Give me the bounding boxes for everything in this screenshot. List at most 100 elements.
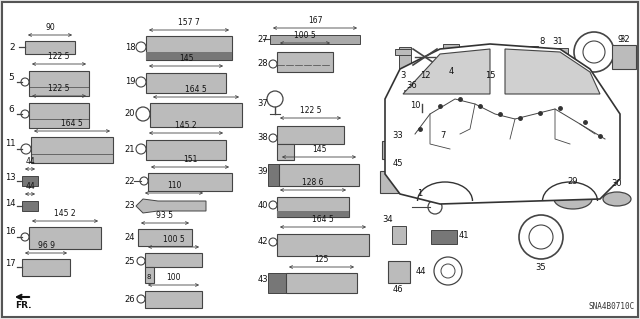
Text: 35: 35 — [536, 263, 547, 271]
Bar — [29, 71, 89, 96]
Bar — [277, 211, 349, 217]
Text: 28: 28 — [258, 60, 268, 69]
Text: 2: 2 — [9, 42, 15, 51]
Polygon shape — [136, 199, 206, 213]
Text: 30: 30 — [612, 179, 622, 188]
Bar — [146, 140, 226, 160]
Text: 41: 41 — [459, 232, 469, 241]
Text: 145 2: 145 2 — [54, 209, 76, 218]
Text: 122 5: 122 5 — [300, 106, 321, 115]
Bar — [146, 52, 232, 60]
Bar — [22, 176, 38, 186]
Text: 122 5: 122 5 — [48, 84, 70, 93]
Text: 128 6: 128 6 — [302, 178, 324, 187]
Bar — [286, 273, 357, 293]
Text: 26: 26 — [125, 294, 135, 303]
Text: 145: 145 — [179, 54, 193, 63]
Text: 7: 7 — [440, 130, 445, 139]
Text: 42: 42 — [258, 238, 268, 247]
Bar — [549, 138, 557, 144]
Text: 44: 44 — [415, 266, 426, 276]
Bar — [277, 234, 369, 256]
Text: 125: 125 — [314, 255, 329, 264]
Bar — [423, 143, 431, 149]
Bar — [268, 273, 286, 293]
Bar — [277, 197, 349, 217]
Circle shape — [398, 84, 412, 98]
Text: 6: 6 — [8, 105, 14, 114]
Text: 11: 11 — [4, 139, 15, 149]
Text: 44: 44 — [25, 157, 35, 166]
Text: 93 5: 93 5 — [157, 211, 173, 220]
Bar — [150, 103, 242, 127]
Polygon shape — [403, 49, 490, 94]
Text: 164 5: 164 5 — [61, 119, 83, 128]
Text: SNA4B0710C: SNA4B0710C — [589, 302, 635, 311]
Bar — [146, 73, 226, 93]
Text: 12: 12 — [420, 70, 430, 79]
Bar — [446, 63, 456, 68]
Text: 5: 5 — [8, 72, 14, 81]
Text: 21: 21 — [125, 145, 135, 153]
Text: 39: 39 — [258, 167, 268, 176]
Text: 3: 3 — [400, 70, 406, 79]
Bar — [268, 164, 279, 186]
Text: 46: 46 — [393, 285, 403, 293]
Text: 167: 167 — [308, 16, 323, 25]
Bar — [146, 36, 232, 60]
Bar — [31, 137, 113, 163]
Ellipse shape — [554, 189, 592, 209]
Text: 38: 38 — [258, 133, 268, 143]
Bar — [443, 44, 459, 64]
Bar — [277, 52, 333, 72]
Text: FR.: FR. — [15, 300, 31, 309]
Bar — [145, 291, 202, 308]
Text: 15: 15 — [484, 70, 495, 79]
Text: 43: 43 — [258, 276, 268, 285]
Bar — [399, 47, 411, 69]
Text: 100 5: 100 5 — [163, 235, 184, 244]
Circle shape — [529, 225, 553, 249]
Polygon shape — [385, 44, 620, 204]
Text: 20: 20 — [125, 109, 135, 118]
Text: 36: 36 — [406, 81, 417, 91]
Text: 164 5: 164 5 — [185, 85, 207, 94]
Bar — [612, 45, 636, 69]
Bar — [431, 230, 457, 244]
Bar — [277, 126, 344, 144]
Text: 25: 25 — [125, 256, 135, 265]
Text: 27: 27 — [258, 34, 268, 43]
Bar — [388, 261, 410, 283]
Text: 8: 8 — [147, 274, 151, 280]
Text: 8: 8 — [540, 36, 545, 46]
Text: 110: 110 — [167, 181, 181, 190]
Bar — [504, 138, 512, 144]
Text: 157 7: 157 7 — [178, 18, 200, 27]
Text: 96 9: 96 9 — [38, 241, 54, 250]
Bar — [145, 267, 154, 283]
Text: 1: 1 — [417, 189, 422, 197]
Bar — [29, 103, 89, 128]
Bar — [279, 164, 359, 186]
Text: 22: 22 — [125, 176, 135, 186]
Text: 24: 24 — [125, 233, 135, 241]
Text: 16: 16 — [4, 227, 15, 236]
Circle shape — [423, 86, 433, 96]
Text: 164 5: 164 5 — [312, 215, 334, 224]
Bar — [589, 133, 597, 139]
Circle shape — [416, 91, 428, 103]
Text: 90: 90 — [45, 23, 55, 32]
Text: 23: 23 — [125, 202, 135, 211]
Text: 32: 32 — [620, 34, 630, 43]
Text: 45: 45 — [393, 160, 403, 168]
Text: 37: 37 — [258, 100, 268, 108]
Text: 34: 34 — [383, 216, 394, 225]
Text: 29: 29 — [568, 176, 579, 186]
Circle shape — [519, 215, 563, 259]
Text: 31: 31 — [553, 38, 563, 47]
Text: 10: 10 — [410, 100, 420, 109]
Circle shape — [428, 200, 442, 214]
Bar — [145, 253, 202, 267]
Circle shape — [574, 32, 614, 72]
Bar — [277, 144, 294, 160]
